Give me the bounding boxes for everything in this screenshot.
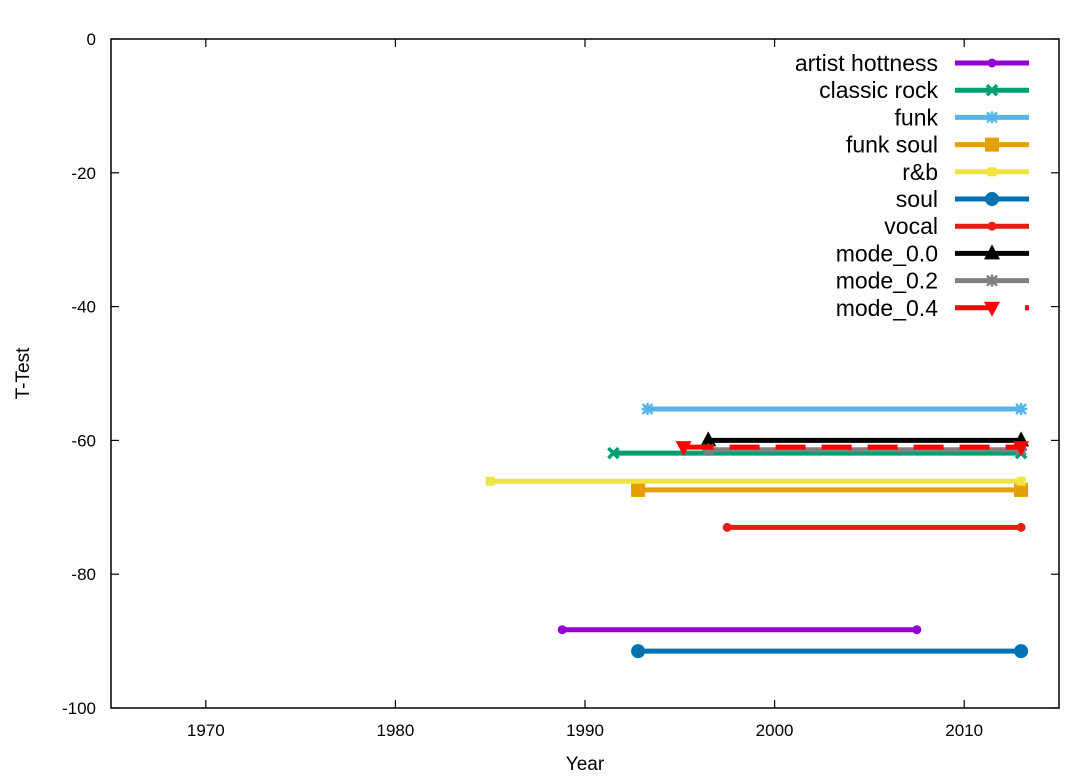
x-tick-label: 2010 <box>945 721 983 740</box>
data-point <box>700 431 717 447</box>
data-point <box>1016 476 1026 486</box>
y-tick-label: -40 <box>71 298 96 317</box>
data-point <box>607 446 620 460</box>
data-point <box>631 644 646 659</box>
legend-item: mode_0.4 <box>836 295 1029 321</box>
legend-label: mode_0.0 <box>836 240 938 266</box>
data-point <box>641 402 654 415</box>
legend-label: classic rock <box>819 77 938 103</box>
legend-label: funk <box>895 104 939 130</box>
y-tick-label: -80 <box>71 565 96 584</box>
series-mode-0-4 <box>675 441 1030 457</box>
legend-item: mode_0.0 <box>836 240 1029 266</box>
data-point <box>631 482 646 497</box>
series-funk <box>641 402 1028 415</box>
legend-marker <box>985 192 999 206</box>
legend-label: vocal <box>884 213 938 239</box>
legend-item: funk soul <box>846 132 1029 158</box>
series-soul <box>631 644 1029 659</box>
y-tick-label: -60 <box>71 431 96 450</box>
legend-item: vocal <box>884 213 1029 239</box>
series-r-b <box>485 476 1026 486</box>
legend-marker <box>986 111 998 124</box>
legend-marker <box>984 301 1000 317</box>
data-point <box>1015 402 1028 415</box>
legend-marker <box>984 244 1000 260</box>
series-artist-hottness <box>557 625 922 635</box>
legend-item: soul <box>896 186 1029 212</box>
legend-label: r&b <box>902 159 938 185</box>
legend-label: mode_0.2 <box>836 268 938 294</box>
data-point <box>675 441 692 457</box>
series-layer <box>485 402 1030 659</box>
legend-label: soul <box>896 186 938 212</box>
legend-marker <box>987 58 997 68</box>
x-tick-label: 1970 <box>187 721 225 740</box>
legend-item: mode_0.2 <box>836 268 1029 294</box>
y-axis-label: T-Test <box>13 347 34 399</box>
legend-marker <box>987 167 997 177</box>
data-point <box>1013 441 1030 457</box>
legend-marker <box>985 137 999 152</box>
series-vocal <box>722 522 1026 532</box>
legend-marker <box>985 83 999 97</box>
legend-item: funk <box>895 104 1029 130</box>
legend-item: classic rock <box>819 77 1029 103</box>
y-tick-label: 0 <box>87 30 96 49</box>
ticks-layer: 1970 1980 1990 2000 2010 0 -20 -40 -60 -80 -100 <box>62 30 1059 740</box>
legend-item: artist hottness <box>795 50 1029 76</box>
legend-label: funk soul <box>846 132 938 158</box>
series-funk-soul <box>631 482 1029 497</box>
data-point <box>702 443 715 456</box>
x-tick-label: 1980 <box>376 721 414 740</box>
legend-label: artist hottness <box>795 50 938 76</box>
y-tick-label: -20 <box>71 164 96 183</box>
data-point <box>912 625 922 635</box>
y-tick-label: -100 <box>62 699 96 718</box>
data-point <box>485 476 495 486</box>
data-point <box>722 522 732 532</box>
x-axis-label: Year <box>566 754 605 775</box>
legend-marker <box>986 274 998 287</box>
data-point <box>1014 482 1029 497</box>
data-point <box>1014 644 1029 659</box>
x-tick-label: 1990 <box>566 721 604 740</box>
legend-marker <box>987 221 997 231</box>
legend-label: mode_0.4 <box>836 295 939 321</box>
data-point <box>557 625 567 635</box>
legend-item: r&b <box>902 159 1029 185</box>
x-tick-label: 2000 <box>756 721 794 740</box>
data-point <box>1016 522 1026 532</box>
